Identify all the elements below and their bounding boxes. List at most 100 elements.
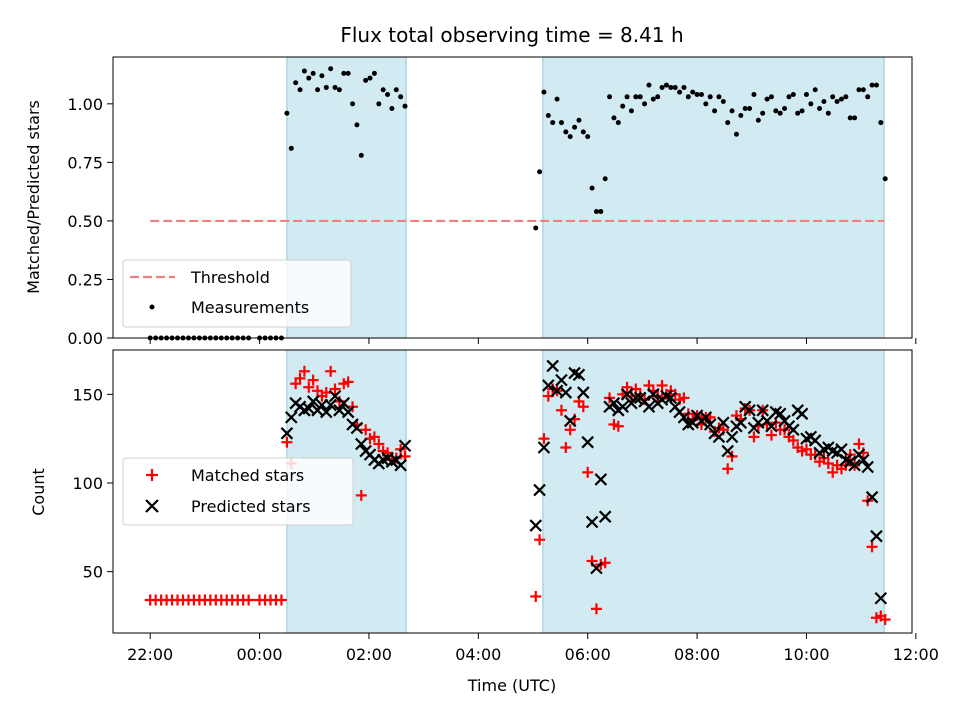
matched-star-point [307,374,319,386]
predicted-star-stroke [752,416,765,429]
predicted-star-stroke [337,396,351,410]
predicted-star-stroke [664,391,678,405]
bottom-y-axis-label: Count [29,468,48,516]
measurement-point [537,169,543,175]
predicted-star-point [320,405,333,419]
predicted-star-point [865,490,879,504]
predicted-star-stroke [765,419,778,433]
predicted-star-point [324,398,337,412]
predicted-star-stroke [756,404,769,417]
measurement-point [371,70,377,76]
measurement-point [545,113,551,119]
predicted-star-point [765,419,778,433]
measurement-point [882,176,888,182]
predicted-star-point [337,396,351,410]
predicted-star-point [555,373,568,387]
measurement-point [733,131,739,137]
predicted-star-point [563,414,577,428]
measurement-point [341,70,347,76]
matched-star-point [582,466,594,478]
measurement-point [821,98,827,104]
predicted-star-stroke [725,430,739,444]
matched-star-point [373,438,385,450]
predicted-star-point [394,458,407,472]
predicted-star-point [398,439,412,453]
measurement-point [284,110,290,116]
measurement-point [729,108,735,114]
measurement-point [694,91,700,97]
predicted-star-point [350,421,364,435]
matched-star-point [243,594,255,606]
bottom-y-tick-label: 100 [72,474,103,493]
matched-star-point [678,392,690,404]
measurement-point [332,84,338,90]
x-tick-label: 10:00 [783,645,829,664]
measurement-point [345,70,351,76]
measurement-point [825,110,831,116]
measurement-point [336,87,342,93]
measurement-point [847,115,853,121]
matched-star-point [355,489,367,501]
predicted-star-point [629,391,643,405]
predicted-star-stroke [861,460,874,474]
predicted-star-point [857,453,870,467]
measurement-point [685,94,691,100]
predicted-star-point [598,510,612,523]
legend-predicted-label: Predicted stars [191,497,311,516]
measurement-point [817,106,823,112]
predicted-star-point [559,386,573,399]
x-axis-label: Time (UTC) [467,676,556,695]
predicted-star-point [620,388,634,401]
ratio-panel: 0.00 0.25 0.50 0.75 1.00 Flux total observin… [24,23,917,348]
measurement-point [607,94,613,100]
matched-star-point [827,466,839,478]
predicted-star-stroke [629,391,643,405]
measurement-point [668,84,674,90]
matched-star-point [853,438,865,450]
matched-star-point [748,431,760,443]
predicted-star-stroke [857,453,870,467]
measurement-point [716,94,722,100]
measurement-point [703,101,709,107]
measurement-point [398,94,404,100]
measurement-point [760,110,766,116]
predicted-star-stroke [320,405,333,419]
predicted-star-stroke [870,529,883,543]
top-y-axis-label: Matched/Predicted stars [24,100,43,294]
measurement-point [293,80,299,86]
bottom-y-axis-ticks: 50 100 150 [72,385,113,582]
top-y-axis-ticks: 0.00 0.25 0.50 0.75 1.00 [67,95,113,348]
matched-star-point [612,420,624,432]
matched-star-point [879,614,891,626]
predicted-star-stroke [542,379,555,392]
legend-measurements-swatch [149,304,155,310]
predicted-star-stroke [285,411,298,424]
bottom-panel-frame [112,349,913,634]
predicted-star-stroke [324,398,337,412]
predicted-star-stroke [712,430,726,444]
matched-star-point [577,401,589,413]
matched-star-point [538,433,550,445]
measurement-point [742,106,748,112]
measurement-point [598,209,604,215]
measurement-point [786,94,792,100]
measurement-point [385,91,391,97]
x-tick-label: 02:00 [346,645,392,664]
matched-star-point [294,372,306,384]
measurement-point [628,108,634,114]
predicted-star-stroke [559,386,573,399]
measurement-point [637,94,643,100]
measurement-point [301,68,307,74]
predicted-star-point [546,359,559,373]
predicted-star-point [280,427,294,440]
predicted-star-stroke [533,483,546,497]
predicted-star-point [835,443,848,456]
predicted-star-point [703,418,717,431]
legend-predicted-swatch [145,499,159,513]
measurement-point [856,87,862,93]
predicted-star-point [870,529,883,543]
measurement-point [393,87,399,93]
top-y-tick-label: 0.50 [67,212,103,231]
measurement-point [852,115,858,121]
predicted-star-point [874,591,888,605]
